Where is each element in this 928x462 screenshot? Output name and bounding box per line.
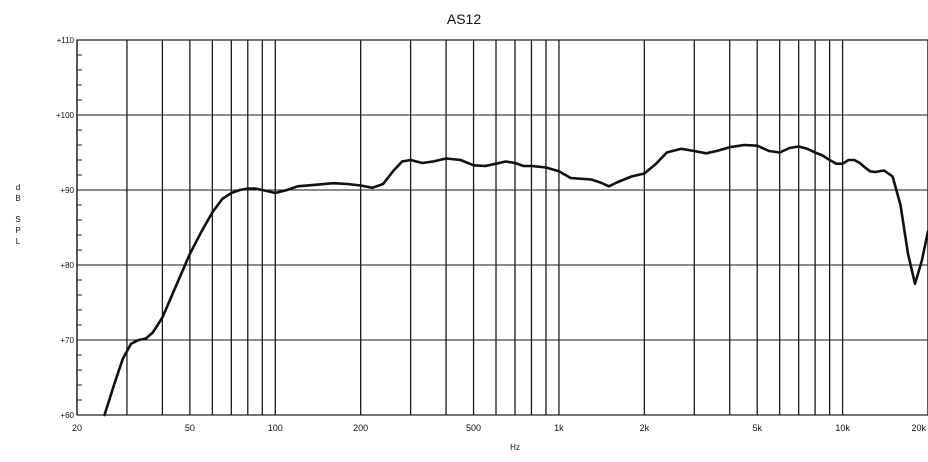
- x-tick-label: 5k: [752, 423, 762, 433]
- x-tick-label: 200: [353, 423, 368, 433]
- y-tick-label: +60: [60, 411, 74, 420]
- y-tick-label: +100: [56, 111, 75, 120]
- series-layer: [105, 145, 928, 415]
- tick-layer: +60 +70 +80 +90 +100 +110 20 50 100 200 500 1k 2k 5k 1…: [56, 36, 927, 433]
- x-tick-label: 100: [268, 423, 283, 433]
- y-tick-label: +110: [57, 36, 75, 45]
- x-tick-label: 20k: [911, 423, 926, 433]
- x-tick-label: 50: [185, 423, 195, 433]
- y-axis-label: dB SPL: [15, 183, 20, 246]
- x-tick-label: 20: [72, 423, 82, 433]
- y-axis-label-char: B: [15, 194, 20, 203]
- x-tick-label: 500: [466, 423, 481, 433]
- y-tick-label: +80: [60, 261, 74, 270]
- x-tick-label: 1k: [554, 423, 564, 433]
- x-tick-label: 2k: [640, 423, 650, 433]
- y-tick-label: +70: [60, 336, 74, 345]
- x-axis-label: Hz: [510, 443, 520, 452]
- y-axis-label-char: d: [16, 183, 20, 192]
- y-axis-label-char: L: [16, 237, 21, 246]
- y-axis-label-char: P: [15, 226, 20, 235]
- y-axis-label-char: S: [15, 215, 20, 224]
- y-tick-label: +90: [60, 186, 74, 195]
- chart-title: AS12: [447, 11, 481, 27]
- response-curve: [105, 145, 928, 415]
- x-tick-label: 10k: [835, 423, 850, 433]
